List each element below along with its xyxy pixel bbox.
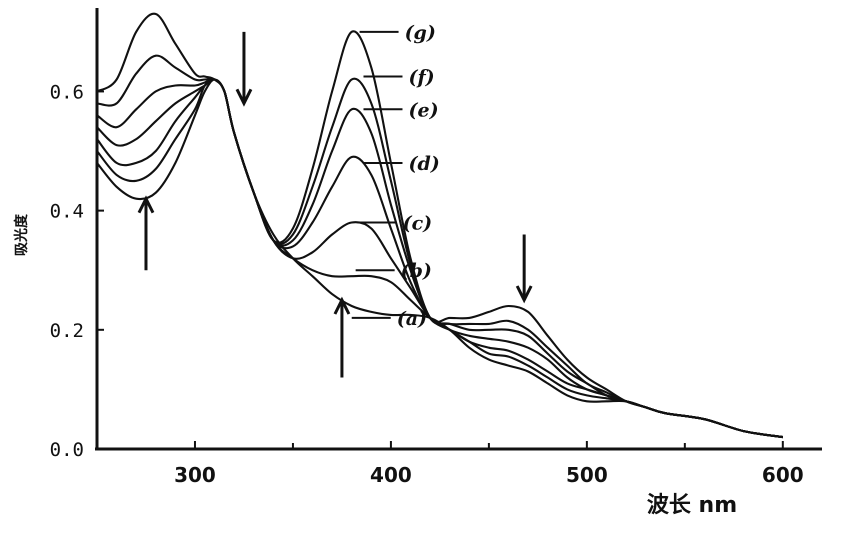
y-tick-label: 0.4 bbox=[50, 201, 84, 223]
x-tick-label: 300 bbox=[174, 463, 216, 487]
series-line bbox=[96, 78, 783, 439]
y-axis-ticks: 0.0 0.2 0.4 0.6 bbox=[50, 81, 104, 461]
y-tick-label: 0.0 bbox=[50, 439, 84, 461]
series-labels: (a) (b) (c) (d) (e) (f) (g) bbox=[351, 22, 440, 330]
arrow-up-icon bbox=[333, 296, 351, 315]
series-label: (d) bbox=[408, 153, 439, 175]
annotation-arrows bbox=[137, 31, 533, 378]
series-label: (f) bbox=[408, 67, 434, 89]
series-label: (c) bbox=[403, 213, 433, 235]
x-tick-label: 500 bbox=[566, 463, 608, 487]
y-axis-title: 吸光度 bbox=[13, 213, 30, 256]
arrow-down-icon bbox=[235, 88, 253, 107]
series-label: (b) bbox=[401, 260, 432, 282]
y-tick-label: 0.2 bbox=[50, 320, 84, 342]
series-group bbox=[96, 12, 783, 439]
arrow-up-icon bbox=[137, 195, 155, 214]
series-line bbox=[96, 78, 783, 439]
series-line bbox=[96, 78, 783, 439]
x-axis-ticks: 300 400 500 600 bbox=[174, 441, 804, 487]
x-tick-label: 600 bbox=[762, 463, 804, 487]
series-line bbox=[96, 54, 783, 439]
series-label: (e) bbox=[408, 99, 438, 121]
series-label: (a) bbox=[397, 308, 427, 330]
series-label: (g) bbox=[405, 22, 436, 44]
series-line bbox=[96, 12, 783, 439]
y-tick-label: 0.6 bbox=[50, 81, 84, 103]
series-line bbox=[96, 78, 783, 439]
x-tick-label: 400 bbox=[370, 463, 412, 487]
arrow-down-icon bbox=[515, 285, 533, 304]
x-axis-title: 波长 nm bbox=[647, 493, 737, 518]
plot-area: 0.0 0.2 0.4 0.6 300 400 500 600 (a) (b) (c) (d) (e… bbox=[50, 8, 822, 487]
series-line bbox=[96, 78, 783, 439]
